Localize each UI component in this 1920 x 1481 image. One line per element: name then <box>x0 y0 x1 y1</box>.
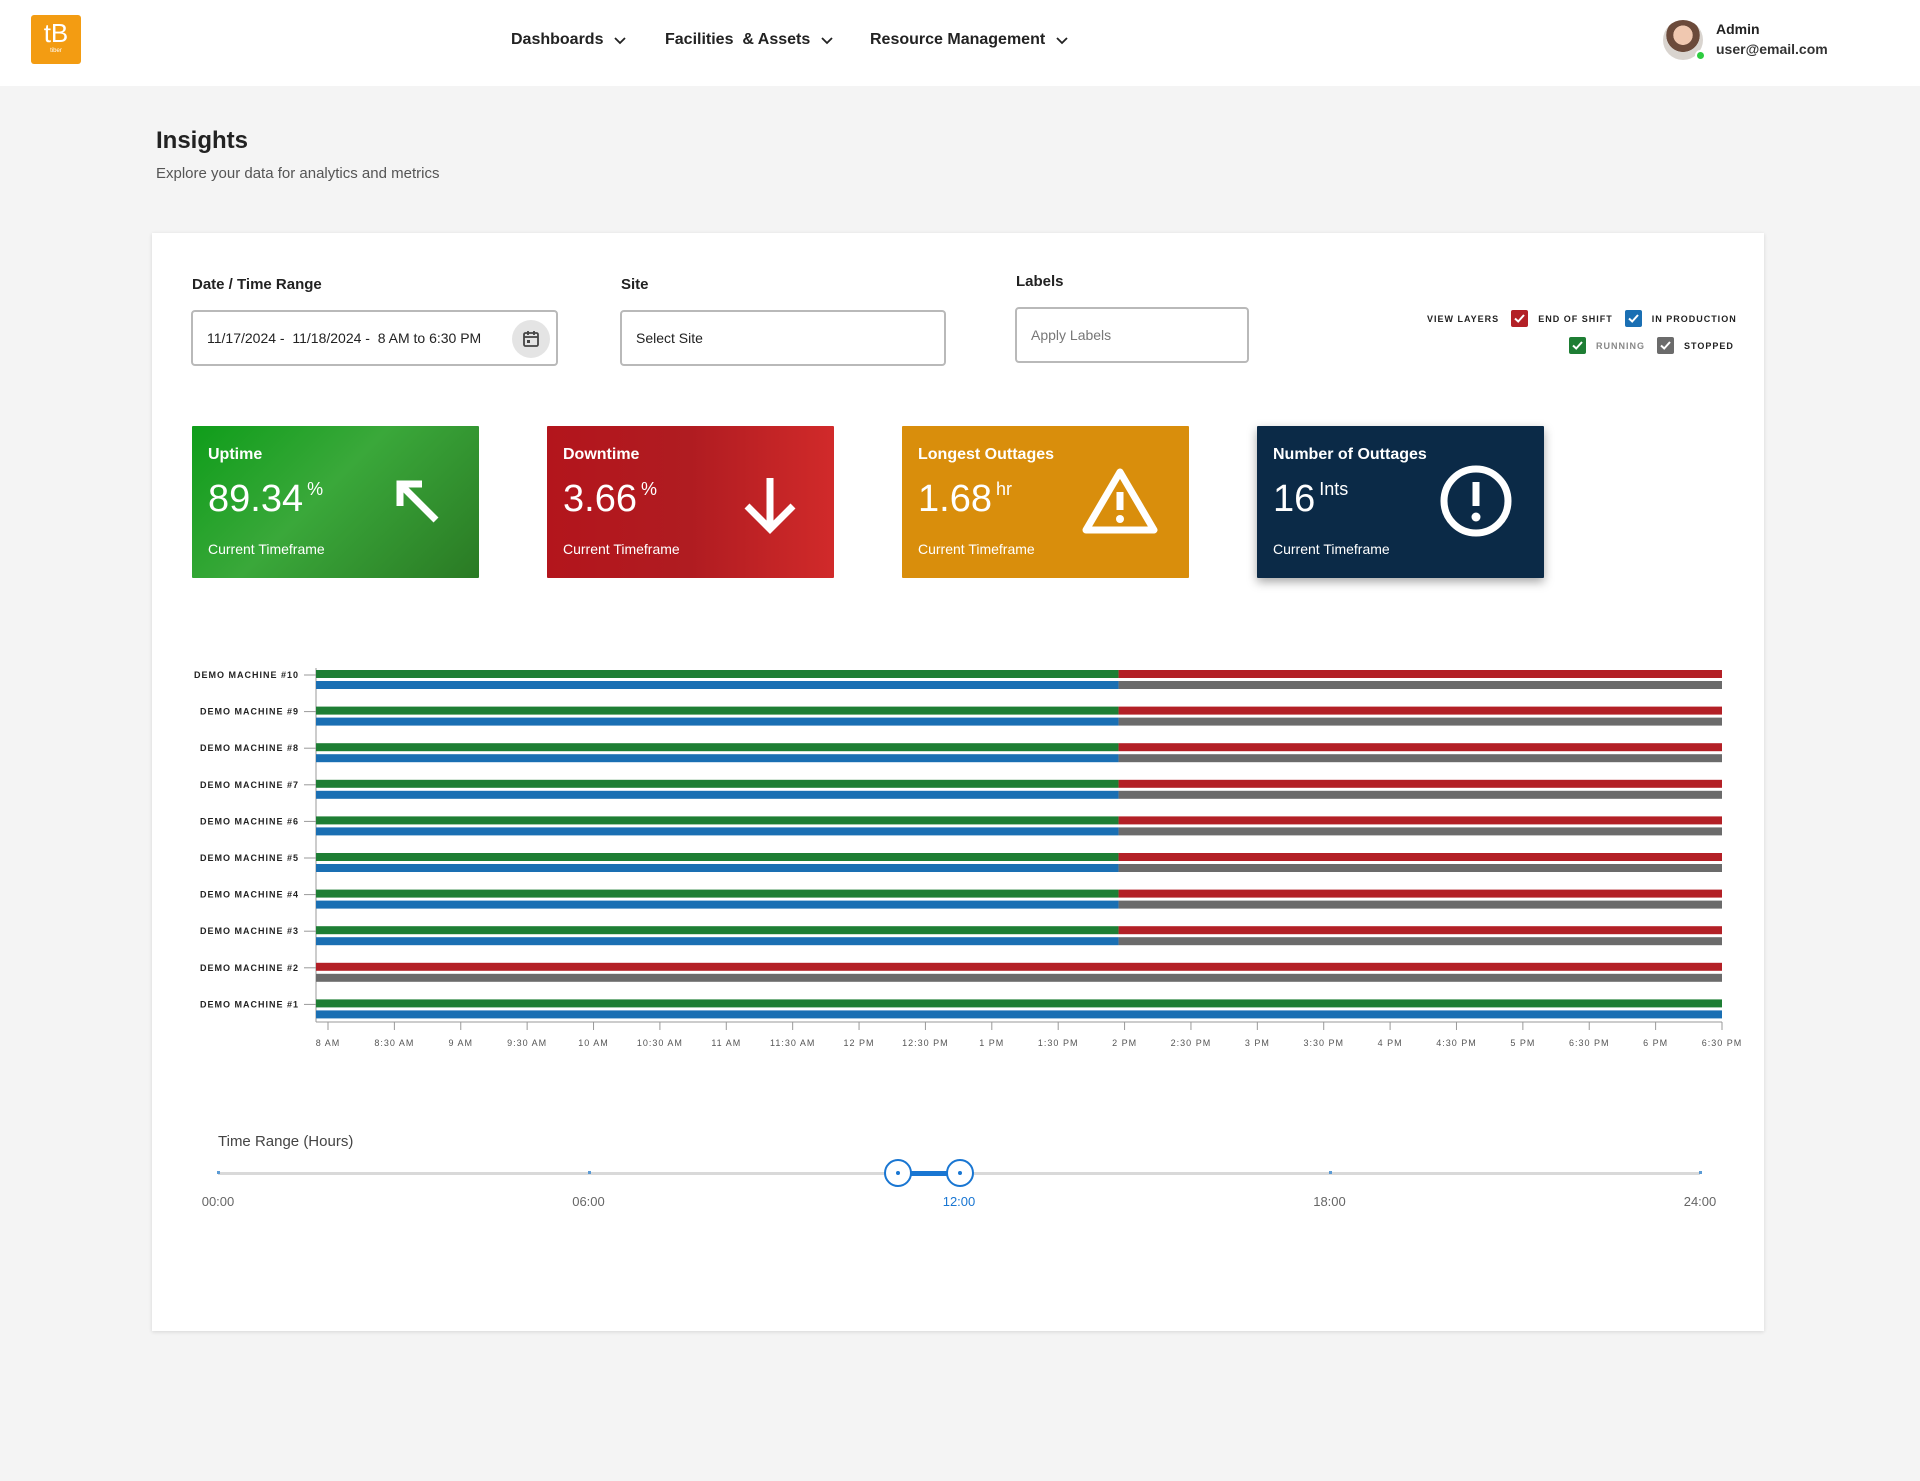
top-navbar: tB tiber Dashboards Facilities & Assets … <box>0 0 1920 86</box>
in-production-checkbox[interactable] <box>1624 310 1642 327</box>
labels-input-placeholder: Apply Labels <box>1031 327 1112 343</box>
running-checkbox[interactable] <box>1569 337 1586 354</box>
kpi-longest-outtages-number: 1.68 <box>918 478 992 520</box>
user-menu[interactable]: Admin user@email.com <box>1663 20 1883 62</box>
check-icon <box>1628 314 1639 323</box>
labels-input[interactable]: Apply Labels <box>1015 307 1249 363</box>
chevron-down-icon <box>1056 37 1068 45</box>
check-icon <box>1514 314 1525 323</box>
avatar[interactable] <box>1663 20 1706 61</box>
slider-tick-label: 00:00 <box>201 1194 235 1209</box>
kpi-downtime[interactable]: Downtime 3.66% Current Timeframe <box>547 426 834 578</box>
slider-tick-label: 06:00 <box>572 1194 605 1209</box>
slider-tick-mark <box>217 1171 220 1174</box>
kpi-downtime-number: 3.66 <box>563 478 637 520</box>
slider-tick-label: 18:00 <box>1313 1194 1346 1209</box>
date-range-field[interactable]: 11/17/2024 - 11/18/2024 - 8 AM to 6:30 P… <box>191 310 558 366</box>
kpi-number-of-outtages-number: 16 <box>1273 478 1316 520</box>
time-range-fill <box>899 1171 960 1176</box>
check-icon <box>1660 341 1671 350</box>
labels-label: Labels <box>1016 273 1064 290</box>
kpi-uptime-title: Uptime <box>208 446 263 463</box>
app-logo[interactable]: tB tiber <box>31 15 81 64</box>
nav-dashboards[interactable]: Dashboards <box>511 28 627 52</box>
site-select-placeholder: Select Site <box>636 330 703 346</box>
slider-tick-mark <box>1699 1171 1702 1174</box>
kpi-longest-outtages[interactable]: Longest Outtages 1.68 hr Current Timefram… <box>902 426 1189 578</box>
calendar-button[interactable] <box>512 320 550 358</box>
slider-tick-mark <box>587 1171 591 1174</box>
kpi-uptime-unit: % <box>307 479 324 499</box>
date-range-label: Date / Time Range <box>192 276 322 293</box>
calendar-icon <box>523 331 539 347</box>
chevron-down-icon <box>614 37 627 45</box>
kpi-number-of-outtages-title: Number of Outtages <box>1273 446 1427 463</box>
view-layers-row-2: RUNNING STOPPED <box>1569 337 1734 354</box>
stopped-label: STOPPED <box>1684 340 1734 351</box>
kpi-number-of-outtages[interactable]: Number of Outtages 16 Ints Current Timefr… <box>1257 426 1544 578</box>
in-production-label: IN PRODUCTION <box>1651 313 1737 324</box>
kpi-number-of-outtages-foot: Current Timeframe <box>1273 541 1390 557</box>
slider-tick-label: 24:00 <box>1683 1194 1717 1209</box>
kpi-uptime-number: 89.34 <box>208 478 304 520</box>
date-range-value: 11/17/2024 - 11/18/2024 - 8 AM to 6:30 P… <box>207 330 482 346</box>
end-of-shift-label: END OF SHIFT <box>1538 313 1613 324</box>
range-end-handle[interactable] <box>946 1159 974 1187</box>
page-subtitle: Explore your data for analytics and metr… <box>156 165 440 182</box>
kpi-uptime-value: 89.34% <box>208 478 323 521</box>
kpi-downtime-title: Downtime <box>563 446 640 463</box>
user-email: user@email.com <box>1716 41 1828 57</box>
nav-facilities-assets[interactable]: Facilities & Assets <box>665 28 834 52</box>
arrow-down-icon <box>744 478 796 534</box>
nav-resource-label: Resource Management <box>870 31 1046 48</box>
nav-dashboards-label: Dashboards <box>511 31 604 48</box>
nav-resource-management[interactable]: Resource Management <box>870 28 1069 52</box>
page-title: Insights <box>156 127 249 154</box>
site-label: Site <box>621 276 649 293</box>
user-name: Admin <box>1716 21 1760 37</box>
kpi-downtime-unit: % <box>640 479 657 499</box>
end-of-shift-checkbox[interactable] <box>1511 310 1529 327</box>
logo-subtext: tiber <box>50 48 62 54</box>
site-select[interactable]: Select Site <box>620 310 946 366</box>
alert-circle-icon <box>1440 465 1512 537</box>
kpi-uptime[interactable]: Uptime 89.34% Current Timeframe <box>192 426 479 578</box>
time-range-label: Time Range (Hours) <box>218 1133 354 1150</box>
check-icon <box>1572 341 1583 350</box>
nav-facilities-label: Facilities & Assets <box>665 31 811 48</box>
kpi-number-of-outtages-unit: Ints <box>1319 479 1349 499</box>
arrow-up-left-icon <box>396 480 439 523</box>
running-label: RUNNING <box>1596 340 1645 351</box>
kpi-longest-outtages-unit: hr <box>995 479 1012 499</box>
warning-triangle-icon <box>1082 468 1158 534</box>
slider-tick-mark <box>1328 1171 1332 1174</box>
slider-tick-label: 12:00 <box>942 1194 976 1209</box>
chevron-down-icon <box>821 37 833 45</box>
kpi-downtime-value: 3.66% <box>563 478 657 521</box>
view-layers-row-1: VIEW LAYERS END OF SHIFT IN PRODUCTION <box>1427 310 1737 327</box>
stopped-checkbox[interactable] <box>1657 337 1674 354</box>
kpi-downtime-foot: Current Timeframe <box>563 541 680 557</box>
kpi-longest-outtages-value: 1.68 hr <box>918 478 1012 521</box>
range-start-handle[interactable] <box>884 1159 912 1187</box>
online-status-dot <box>1695 50 1706 61</box>
kpi-uptime-foot: Current Timeframe <box>208 541 325 557</box>
kpi-longest-outtages-foot: Current Timeframe <box>918 541 1035 557</box>
view-layers-title: VIEW LAYERS <box>1427 313 1500 324</box>
kpi-longest-outtages-title: Longest Outtages <box>918 446 1055 463</box>
logo-mark: tB <box>43 18 69 48</box>
kpi-number-of-outtages-value: 16 Ints <box>1273 478 1348 521</box>
